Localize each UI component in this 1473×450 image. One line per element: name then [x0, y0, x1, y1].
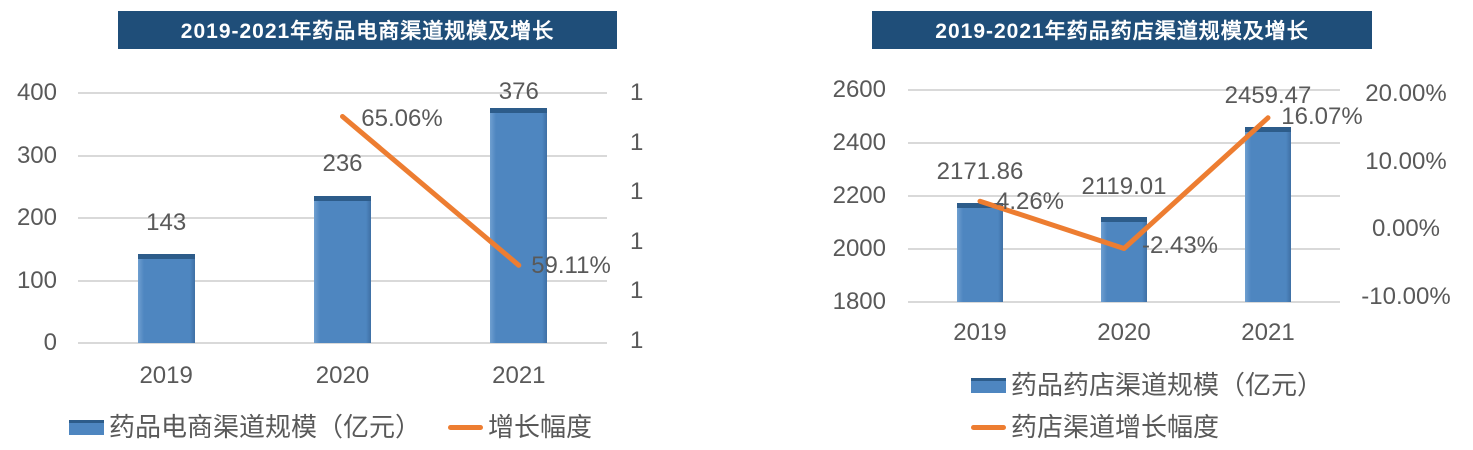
legend-label: 药品电商渠道规模（亿元） — [109, 412, 422, 442]
bar-2019 — [137, 253, 195, 343]
secondary-axis-tick-label: 1 — [630, 128, 644, 156]
y-axis-tick-label: 2000 — [832, 235, 886, 262]
line-value-label: 59.11% — [531, 252, 611, 279]
legend-label: 药店渠道增长幅度 — [1011, 412, 1220, 442]
y-axis-tick-label: 2200 — [832, 182, 886, 209]
bar-value-label: 376 — [498, 78, 539, 105]
legend-bar-swatch-icon — [69, 419, 104, 435]
line-value-label: 65.06% — [361, 105, 443, 132]
x-axis-label: 2019 — [953, 319, 1007, 346]
x-axis-label: 2021 — [1241, 319, 1295, 346]
secondary-axis-tick-label: 20.00% — [1365, 80, 1447, 107]
legend-line-swatch-icon — [448, 424, 483, 430]
secondary-axis-tick-label: 1 — [630, 327, 644, 354]
x-axis-label: 2020 — [315, 362, 370, 389]
legend-item-line: 增长幅度 — [448, 412, 592, 442]
secondary-axis-tick-label: 1 — [630, 79, 644, 106]
legend-line-swatch-icon — [971, 424, 1006, 430]
secondary-axis-tick-label: 1 — [630, 277, 644, 305]
bar-value-label: 2171.86 — [936, 158, 1024, 185]
gridline — [908, 89, 1340, 91]
legend-item-line: 药店渠道增长幅度 — [971, 412, 1219, 442]
bar-value-label: 2459.47 — [1224, 82, 1312, 109]
y-axis-tick-label: 100 — [16, 266, 57, 294]
legend-label: 药品药店渠道规模（亿元） — [1011, 370, 1324, 400]
gridline — [78, 92, 607, 94]
y-axis-tick-label: 400 — [16, 79, 57, 106]
bar-2021 — [1245, 127, 1291, 302]
bar-2019 — [957, 203, 1003, 302]
y-axis-tick-label: 200 — [16, 204, 57, 231]
x-axis-label: 2020 — [1097, 319, 1151, 346]
x-axis-label: 2019 — [139, 362, 193, 389]
legend-bar-swatch-icon — [971, 377, 1006, 393]
secondary-axis-tick-label: 1 — [630, 227, 644, 255]
gridline — [908, 301, 1340, 303]
legend-label: 增长幅度 — [488, 412, 593, 442]
y-axis-tick-label: 2600 — [832, 76, 886, 103]
line-value-label: 4.26% — [995, 188, 1065, 215]
y-axis-tick-label: 2400 — [832, 129, 886, 156]
secondary-axis-tick-label: 0.00% — [1371, 215, 1441, 243]
secondary-axis-tick-label: 1 — [630, 178, 644, 206]
y-axis-tick-label: 0 — [43, 329, 57, 356]
chart-title: 2019-2021年药品电商渠道规模及增长 — [118, 11, 617, 49]
x-axis-label: 2021 — [492, 362, 546, 389]
line-value-label: 16.07% — [1281, 103, 1363, 130]
legend-item-bar: 药品电商渠道规模（亿元） — [69, 412, 421, 442]
gridline — [78, 342, 607, 344]
bar-value-label: 2119.01 — [1081, 173, 1167, 200]
legend-item-bar: 药品药店渠道规模（亿元） — [971, 370, 1323, 400]
line-value-label: -2.43% — [1141, 232, 1219, 259]
secondary-axis-tick-label: 10.00% — [1365, 147, 1447, 175]
secondary-axis-tick-label: -10.00% — [1361, 283, 1451, 310]
chart-title: 2019-2021年药品药店渠道规模及增长 — [872, 11, 1372, 49]
bar-value-label: 143 — [146, 209, 187, 236]
y-axis-tick-label: 1800 — [832, 288, 886, 315]
bar-2020 — [1101, 217, 1147, 302]
y-axis-tick-label: 300 — [16, 141, 57, 169]
